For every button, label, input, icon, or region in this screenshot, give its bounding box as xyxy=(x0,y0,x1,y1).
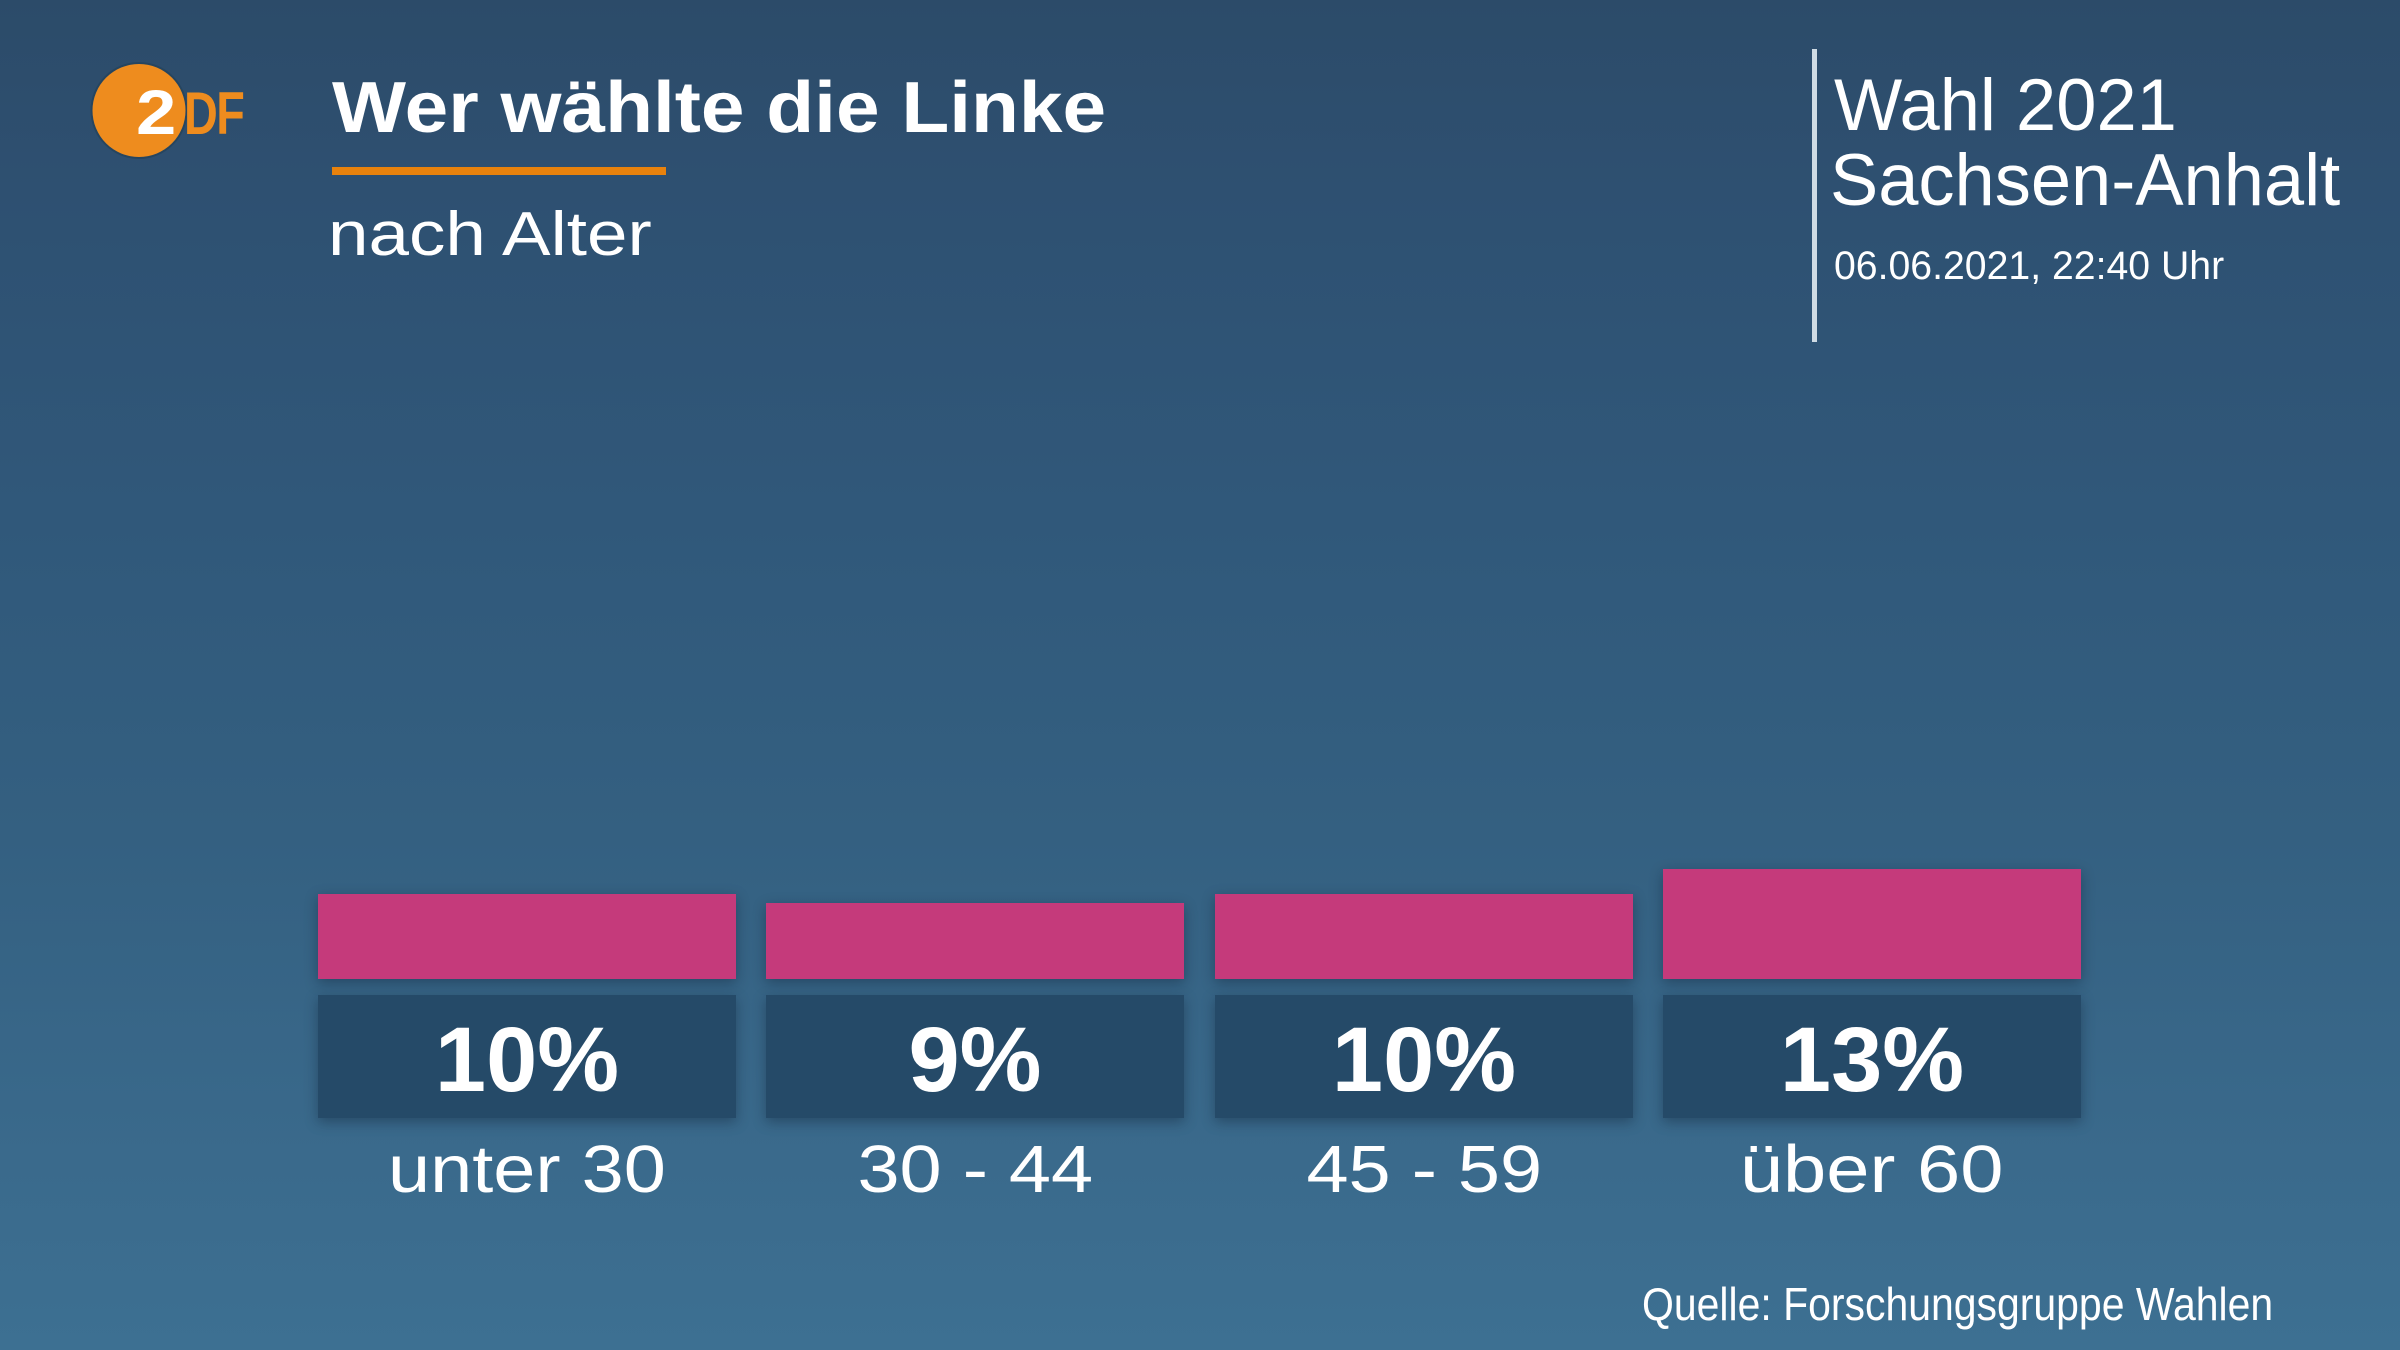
svg-text:2: 2 xyxy=(136,78,176,148)
svg-text:DF: DF xyxy=(184,80,243,147)
